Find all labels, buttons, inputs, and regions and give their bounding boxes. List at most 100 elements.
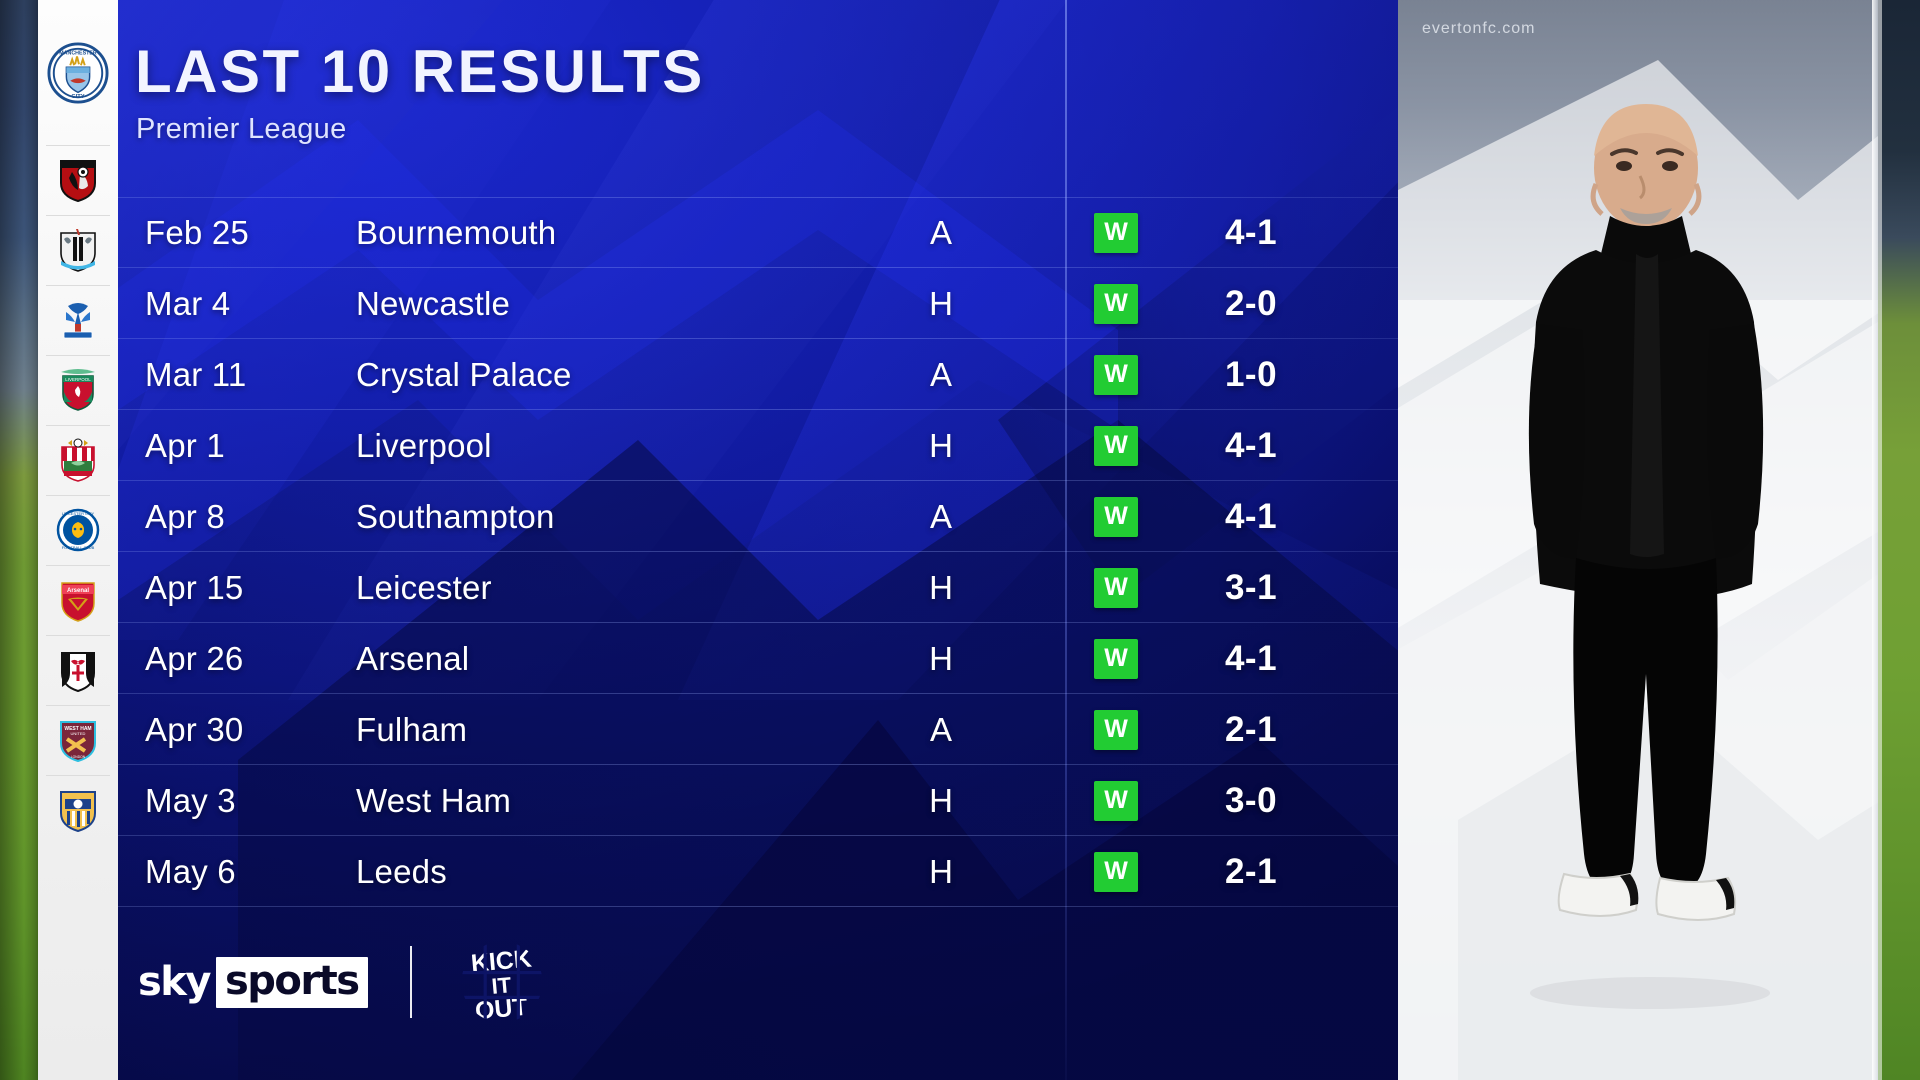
results-table: Feb 25 Bournemouth A W 4-1 Mar 4 Newcast… (118, 197, 1398, 907)
match-venue: A (929, 213, 952, 251)
match-outcome: W (1066, 425, 1166, 466)
crest-fulham (38, 635, 118, 705)
table-row[interactable]: Apr 26 Arsenal H W 4-1 (118, 623, 1398, 694)
crest-west-ham: WEST HAM UNITED LONDON (38, 705, 118, 775)
match-opponent: Arsenal (356, 639, 470, 677)
outcome-badge: W (1094, 212, 1138, 253)
match-date: Apr 26 (145, 639, 244, 677)
table-row[interactable]: Mar 4 Newcastle H W 2-0 (118, 268, 1398, 339)
logo-divider (409, 946, 412, 1018)
table-row[interactable]: Apr 30 Fulham A W 2-1 (118, 694, 1398, 765)
table-row[interactable]: May 6 Leeds H W 2-1 (118, 836, 1398, 907)
match-opponent: Liverpool (356, 426, 492, 464)
table-row[interactable]: Apr 8 Southampton A W 4-1 (118, 481, 1398, 552)
svg-text:LEICESTER CITY: LEICESTER CITY (62, 511, 95, 516)
outcome-badge: W (1094, 354, 1138, 395)
match-outcome: W (1066, 780, 1166, 821)
match-score: 3-0 (1224, 780, 1278, 820)
match-venue: A (929, 497, 952, 535)
match-score: 4-1 (1224, 212, 1278, 252)
match-date: Feb 25 (145, 213, 249, 251)
svg-text:LONDON: LONDON (71, 755, 86, 759)
crest-crystal-palace (38, 285, 118, 355)
match-date: Apr 8 (145, 497, 225, 535)
svg-text:UNITED: UNITED (71, 731, 86, 736)
match-opponent: Fulham (356, 710, 468, 748)
match-score: 4-1 (1224, 425, 1278, 465)
match-outcome: W (1066, 212, 1166, 253)
crest-leeds (38, 775, 118, 845)
match-venue: A (929, 710, 952, 748)
match-venue: H (929, 781, 953, 819)
outcome-badge: W (1094, 425, 1138, 466)
stadium-backdrop-right (1878, 0, 1920, 1080)
match-score: 4-1 (1224, 638, 1278, 678)
column-divider (1065, 0, 1067, 1080)
match-outcome: W (1066, 283, 1166, 324)
outcome-badge: W (1094, 496, 1138, 537)
manager-figure (1528, 104, 1770, 1009)
match-opponent: Bournemouth (356, 213, 557, 251)
footer-logos: sky sports KICK IT OUT (118, 936, 1398, 1028)
page-title: LAST 10 RESULTS (135, 38, 705, 105)
svg-text:WEST HAM: WEST HAM (64, 726, 91, 732)
table-row[interactable]: Apr 1 Liverpool H W 4-1 (118, 410, 1398, 481)
crest-leicester: LEICESTER CITY FOOTBALL CLUB (38, 495, 118, 565)
kio-line-2: IT (490, 972, 512, 999)
sports-wordmark: sports (215, 956, 368, 1008)
match-outcome: W (1066, 709, 1166, 750)
match-date: Apr 1 (145, 426, 225, 464)
outcome-badge: W (1094, 638, 1138, 679)
match-date: Mar 11 (145, 355, 247, 393)
match-score: 3-1 (1224, 567, 1278, 607)
club-crest-rail: MANCHESTER CITY (38, 0, 118, 1080)
match-date: May 3 (145, 781, 236, 819)
match-opponent: Southampton (356, 497, 555, 535)
crest-bournemouth (38, 145, 118, 215)
svg-text:Arsenal: Arsenal (67, 588, 89, 594)
match-date: Apr 15 (145, 568, 244, 606)
manager-portrait-pane: evertonfc.com (1398, 0, 1920, 1080)
outcome-badge: W (1094, 709, 1138, 750)
outcome-badge: W (1094, 567, 1138, 608)
match-outcome: W (1066, 851, 1166, 892)
svg-text:MANCHESTER: MANCHESTER (59, 50, 97, 56)
table-row[interactable]: May 3 West Ham H W 3-0 (118, 765, 1398, 836)
crest-arsenal: Arsenal (38, 565, 118, 635)
pane-edge (1872, 0, 1878, 1080)
match-outcome: W (1066, 567, 1166, 608)
results-panel: LAST 10 RESULTS Premier League Feb 25 Bo… (118, 0, 1398, 1080)
match-outcome: W (1066, 496, 1166, 537)
match-score: 2-1 (1224, 851, 1278, 891)
match-opponent: Leeds (356, 852, 447, 890)
table-row[interactable]: Mar 11 Crystal Palace A W 1-0 (118, 339, 1398, 410)
match-date: Mar 4 (145, 284, 231, 322)
match-venue: H (929, 426, 953, 464)
match-outcome: W (1066, 354, 1166, 395)
match-score: 2-0 (1224, 283, 1278, 323)
match-date: May 6 (145, 852, 236, 890)
outcome-badge: W (1094, 283, 1138, 324)
sky-sports-logo: sky sports (138, 956, 368, 1008)
outcome-badge: W (1094, 851, 1138, 892)
crest-manchester-city: MANCHESTER CITY (38, 0, 118, 145)
kick-it-out-logo: KICK IT OUT (461, 941, 543, 1023)
match-opponent: West Ham (356, 781, 512, 819)
match-opponent: Crystal Palace (356, 355, 572, 393)
match-venue: H (929, 852, 953, 890)
match-venue: H (929, 639, 953, 677)
stadium-backdrop-left (0, 0, 40, 1080)
panel-header: LAST 10 RESULTS Premier League (118, 40, 1398, 146)
match-opponent: Newcastle (356, 284, 511, 322)
table-row[interactable]: Feb 25 Bournemouth A W 4-1 (118, 197, 1398, 268)
match-outcome: W (1066, 638, 1166, 679)
panel-chevron-graphics (118, 0, 1398, 1080)
match-venue: H (929, 568, 953, 606)
outcome-badge: W (1094, 780, 1138, 821)
stand-signage-text: evertonfc.com (1422, 20, 1536, 37)
svg-text:LIVERPOOL: LIVERPOOL (65, 377, 91, 382)
svg-text:CITY: CITY (71, 94, 84, 100)
match-score: 2-1 (1224, 709, 1278, 749)
table-row[interactable]: Apr 15 Leicester H W 3-1 (118, 552, 1398, 623)
